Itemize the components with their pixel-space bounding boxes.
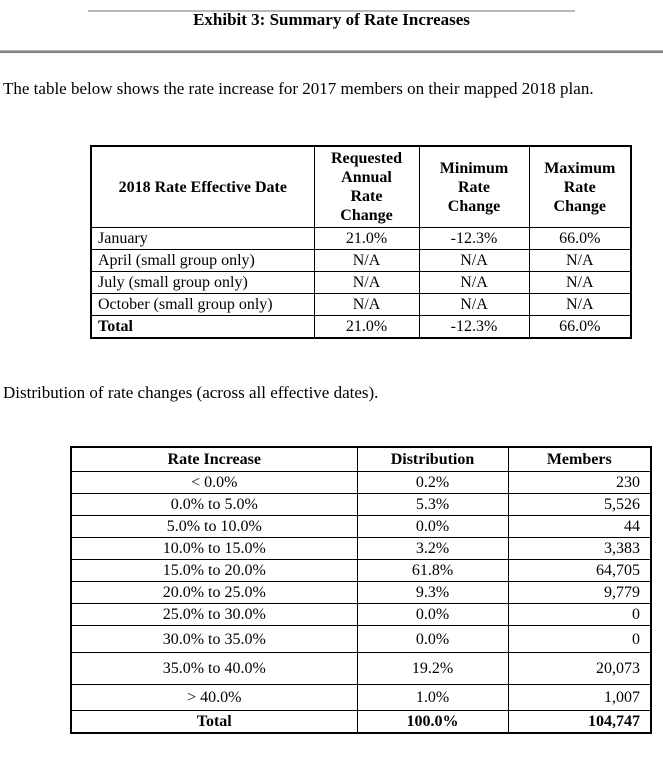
maximum-change-cell: N/A <box>528 293 632 316</box>
members-cell: 44 <box>507 515 652 538</box>
table-row: 25.0% to 30.0% 0.0% 0 <box>70 603 652 626</box>
col-header-effective-date: 2018 Rate Effective Date <box>90 145 315 228</box>
minimum-change-cell: -12.3% <box>418 227 530 250</box>
rate-range-cell: 20.0% to 25.0% <box>70 581 358 604</box>
requested-change-cell: N/A <box>313 249 420 272</box>
table-row: 10.0% to 15.0% 3.2% 3,383 <box>70 537 652 560</box>
dist-table-header-row: Rate Increase Distribution Members <box>70 446 652 472</box>
minimum-change-cell: N/A <box>418 293 530 316</box>
table-row: 30.0% to 35.0% 0.0% 0 <box>70 625 652 653</box>
total-distribution-cell: 100.0% <box>356 710 509 734</box>
requested-change-cell: 21.0% <box>313 227 420 250</box>
col-header-minimum-rate-change: Minimum Rate Change <box>418 145 530 228</box>
total-minimum-cell: -12.3% <box>418 315 530 339</box>
distribution-cell: 19.2% <box>356 652 509 685</box>
distribution-paragraph: Distribution of rate changes (across all… <box>3 383 379 402</box>
requested-change-cell: N/A <box>313 293 420 316</box>
table-row: 5.0% to 10.0% 0.0% 44 <box>70 515 652 538</box>
distribution-cell: 0.0% <box>356 515 509 538</box>
table-row-total: Total 100.0% 104,747 <box>70 710 652 734</box>
distribution-cell: 61.8% <box>356 559 509 582</box>
intro-paragraph: The table below shows the rate increase … <box>3 79 594 98</box>
col-header-requested-annual-rate-change: Requested Annual Rate Change <box>313 145 420 228</box>
maximum-change-cell: 66.0% <box>528 227 632 250</box>
table-row: 15.0% to 20.0% 61.8% 64,705 <box>70 559 652 582</box>
members-cell: 5,526 <box>507 493 652 516</box>
exhibit-title: Exhibit 3: Summary of Rate Increases <box>193 10 470 29</box>
rate-range-cell: 25.0% to 30.0% <box>70 603 358 626</box>
distribution-cell: 0.2% <box>356 471 509 494</box>
table-row: 20.0% to 25.0% 9.3% 9,779 <box>70 581 652 604</box>
members-cell: 1,007 <box>507 684 652 711</box>
members-cell: 64,705 <box>507 559 652 582</box>
col-header-maximum-rate-change: Maximum Rate Change <box>528 145 632 228</box>
distribution-cell: 0.0% <box>356 625 509 653</box>
table-row-april: April (small group only) N/A N/A N/A <box>90 249 632 272</box>
table-row-october: October (small group only) N/A N/A N/A <box>90 293 632 316</box>
table-row-january: January 21.0% -12.3% 66.0% <box>90 227 632 250</box>
rate-increase-summary-table: 2018 Rate Effective Date Requested Annua… <box>90 145 632 339</box>
rate-table-header-row: 2018 Rate Effective Date Requested Annua… <box>90 145 632 228</box>
rate-change-distribution-table: Rate Increase Distribution Members < 0.0… <box>70 446 652 734</box>
effective-date-cell: April (small group only) <box>90 249 315 272</box>
rate-range-cell: 15.0% to 20.0% <box>70 559 358 582</box>
col-header-distribution: Distribution <box>356 446 509 472</box>
table-row: < 0.0% 0.2% 230 <box>70 471 652 494</box>
total-label-cell: Total <box>90 315 315 339</box>
members-cell: 3,383 <box>507 537 652 560</box>
table-row-total: Total 21.0% -12.3% 66.0% <box>90 315 632 339</box>
maximum-change-cell: N/A <box>528 271 632 294</box>
distribution-cell: 5.3% <box>356 493 509 516</box>
rate-range-cell: 10.0% to 15.0% <box>70 537 358 560</box>
members-cell: 230 <box>507 471 652 494</box>
table-row: 35.0% to 40.0% 19.2% 20,073 <box>70 652 652 685</box>
distribution-cell: 9.3% <box>356 581 509 604</box>
distribution-cell: 0.0% <box>356 603 509 626</box>
col-header-members: Members <box>507 446 652 472</box>
distribution-cell: 1.0% <box>356 684 509 711</box>
cropped-edge-artifact <box>88 10 575 12</box>
total-members-cell: 104,747 <box>507 710 652 734</box>
members-cell: 20,073 <box>507 652 652 685</box>
minimum-change-cell: N/A <box>418 249 530 272</box>
minimum-change-cell: N/A <box>418 271 530 294</box>
members-cell: 0 <box>507 603 652 626</box>
rate-range-cell: 0.0% to 5.0% <box>70 493 358 516</box>
rate-range-cell: 5.0% to 10.0% <box>70 515 358 538</box>
rate-range-cell: < 0.0% <box>70 471 358 494</box>
total-label-cell: Total <box>70 710 358 734</box>
horizontal-divider <box>0 50 663 53</box>
effective-date-cell: January <box>90 227 315 250</box>
effective-date-cell: October (small group only) <box>90 293 315 316</box>
members-cell: 9,779 <box>507 581 652 604</box>
members-cell: 0 <box>507 625 652 653</box>
distribution-cell: 3.2% <box>356 537 509 560</box>
requested-change-cell: N/A <box>313 271 420 294</box>
col-header-rate-increase: Rate Increase <box>70 446 358 472</box>
table-row-july: July (small group only) N/A N/A N/A <box>90 271 632 294</box>
rate-range-cell: 30.0% to 35.0% <box>70 625 358 653</box>
effective-date-cell: July (small group only) <box>90 271 315 294</box>
total-requested-cell: 21.0% <box>313 315 420 339</box>
rate-range-cell: > 40.0% <box>70 684 358 711</box>
table-row: 0.0% to 5.0% 5.3% 5,526 <box>70 493 652 516</box>
rate-range-cell: 35.0% to 40.0% <box>70 652 358 685</box>
total-maximum-cell: 66.0% <box>528 315 632 339</box>
table-row: > 40.0% 1.0% 1,007 <box>70 684 652 711</box>
maximum-change-cell: N/A <box>528 249 632 272</box>
